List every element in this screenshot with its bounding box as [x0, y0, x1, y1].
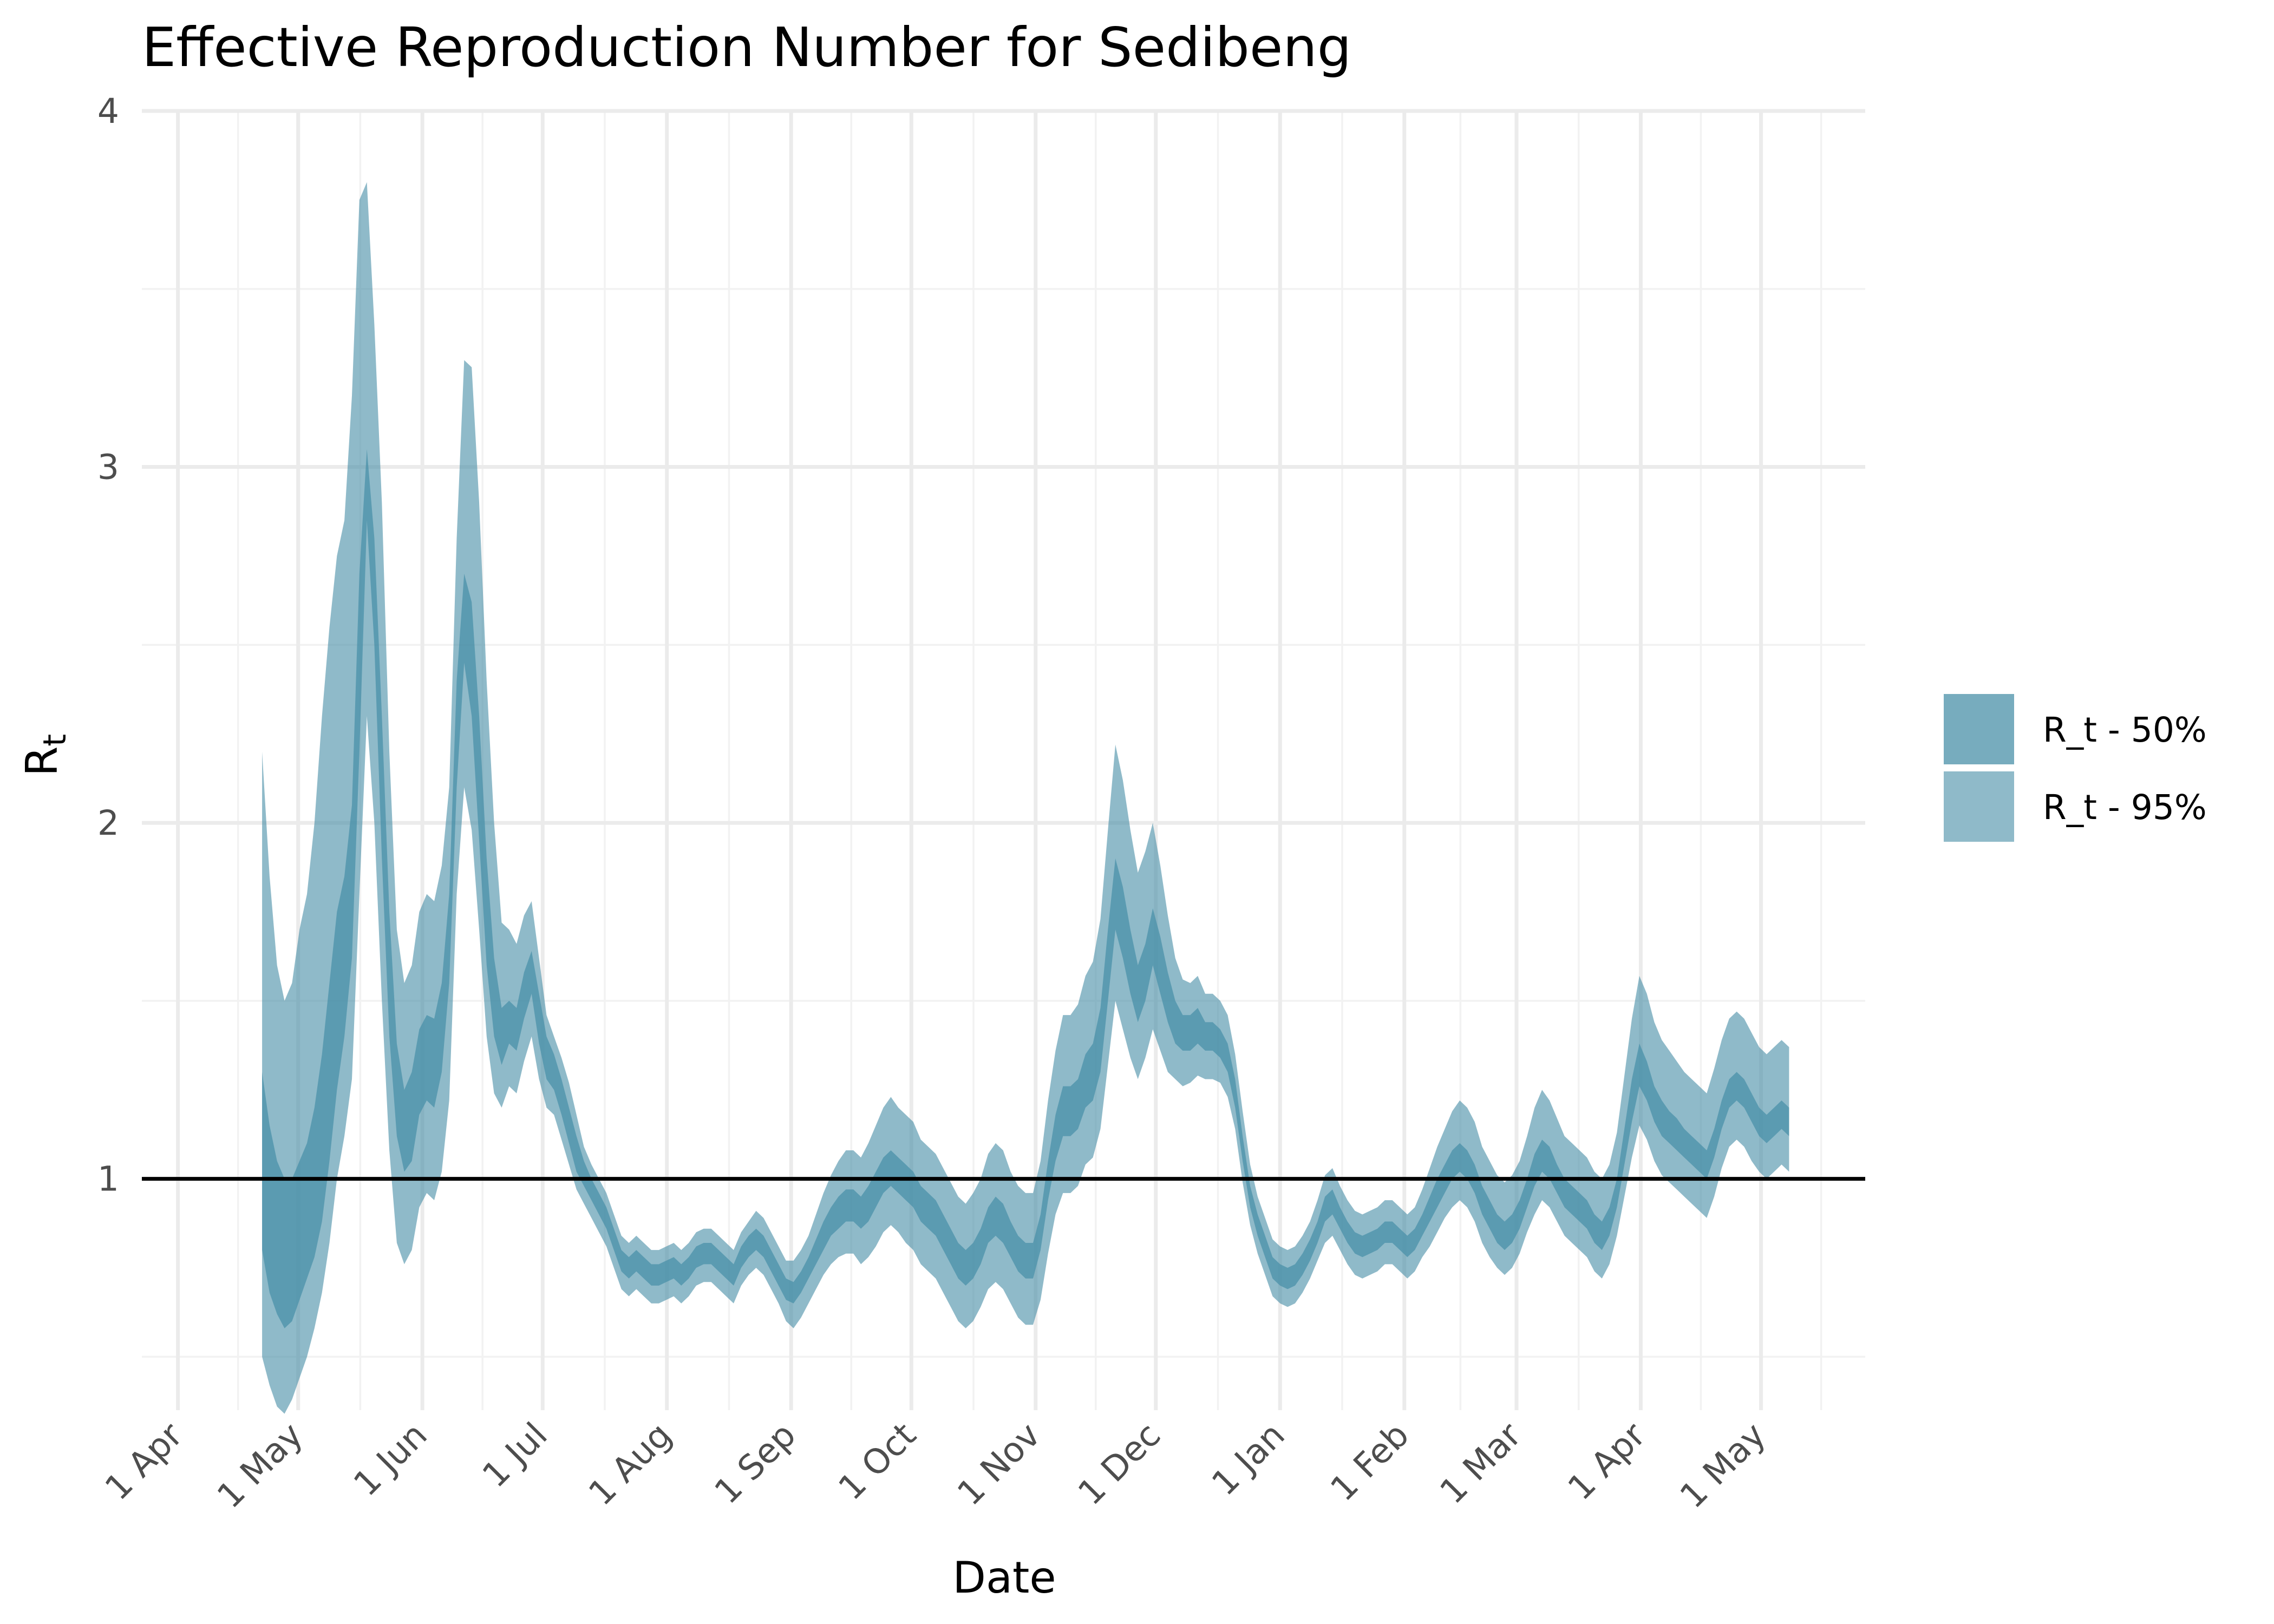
x-tick-label: 1 Aug	[581, 1415, 679, 1513]
rt-95-band	[262, 182, 1789, 1414]
x-tick-label: 1 Jul	[475, 1415, 555, 1495]
x-tick-label: 1 Apr	[1560, 1415, 1653, 1508]
y-axis-title: Rt	[17, 734, 73, 776]
major-gridlines	[142, 109, 1865, 1410]
legend-swatch-50	[1944, 694, 2014, 764]
legend-label-95: R_t - 95%	[2043, 788, 2207, 827]
y-axis-title-main: R	[17, 746, 67, 777]
x-tick-label: 1 Mar	[1432, 1415, 1528, 1511]
y-axis-tick-labels: 1 2 3 4	[97, 91, 119, 1199]
x-tick-label: 1 Jun	[346, 1415, 435, 1504]
legend: R_t - 50% R_t - 95%	[1944, 694, 2207, 842]
y-axis-title-subscript: t	[36, 734, 73, 746]
x-axis-tick-labels: 1 Apr 1 May 1 Jun 1 Jul 1 Aug 1 Sep 1 Oct 1 Nov…	[97, 1415, 1773, 1516]
legend-swatch-95	[1944, 771, 2014, 842]
y-tick-label: 1	[97, 1160, 119, 1199]
chart-title: Effective Reproduction Number for Sedibe…	[142, 16, 1351, 79]
x-tick-label: 1 Dec	[1070, 1415, 1168, 1512]
y-tick-label: 3	[97, 448, 119, 487]
y-tick-label: 2	[97, 803, 119, 843]
x-tick-label: 1 Apr	[97, 1415, 190, 1508]
y-tick-label: 4	[97, 91, 119, 131]
legend-label-50: R_t - 50%	[2043, 710, 2207, 750]
x-tick-label: 1 May	[1672, 1415, 1773, 1516]
x-tick-label: 1 May	[210, 1415, 310, 1516]
rt-95-band-area	[262, 182, 1789, 1414]
x-tick-label: 1 Sep	[707, 1415, 803, 1511]
x-tick-label: 1 Oct	[831, 1415, 924, 1508]
x-tick-label: 1 Feb	[1323, 1415, 1416, 1509]
x-tick-label: 1 Nov	[950, 1415, 1048, 1513]
x-tick-label: 1 Jan	[1204, 1415, 1292, 1503]
x-axis-title: Date	[952, 1553, 1056, 1603]
